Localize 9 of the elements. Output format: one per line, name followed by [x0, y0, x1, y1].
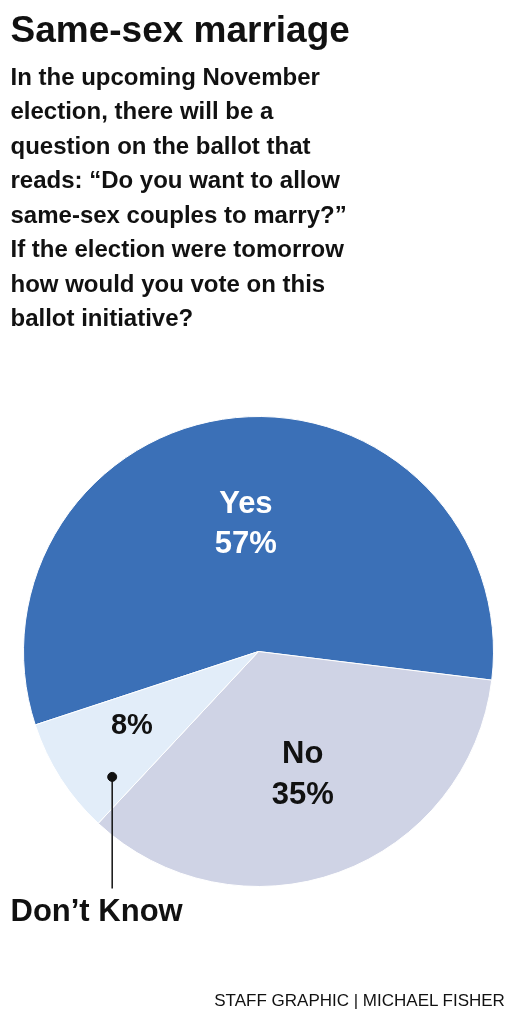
- slice-label: Yes: [219, 485, 273, 521]
- slice-label: No: [282, 735, 324, 771]
- chart-subtitle: In the upcoming November election, there will be a question on the ballot that reads: “Do you want to allow same-sex couples to marry?” If the election were tomorrow how would you vote on this ballot initiative?: [10, 62, 347, 332]
- data-label: 8%: [110, 707, 154, 740]
- data-label: 35%: [271, 775, 334, 811]
- text: STAFF GRAPHIC | MICHAEL FISHER: [214, 991, 505, 1010]
- slice-label: Don’t Know: [10, 893, 184, 928]
- chart-title: Same-sex marriage: [10, 8, 350, 50]
- data-label: 57%: [214, 525, 277, 561]
